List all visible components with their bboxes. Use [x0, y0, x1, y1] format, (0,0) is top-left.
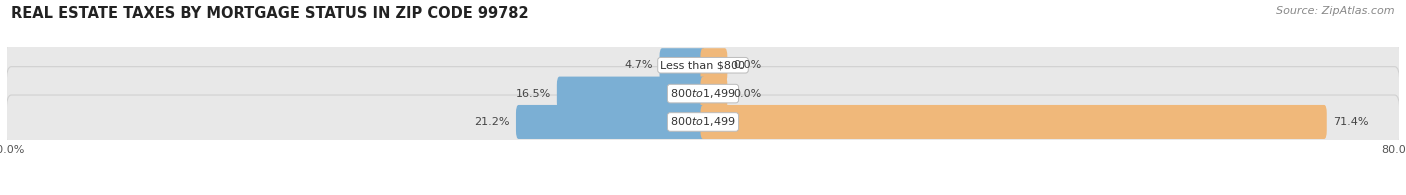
Text: 0.0%: 0.0% — [734, 89, 762, 99]
Text: 71.4%: 71.4% — [1333, 117, 1368, 127]
FancyBboxPatch shape — [6, 67, 1400, 121]
Text: 21.2%: 21.2% — [474, 117, 510, 127]
Text: Source: ZipAtlas.com: Source: ZipAtlas.com — [1277, 6, 1395, 16]
Text: 0.0%: 0.0% — [734, 60, 762, 70]
FancyBboxPatch shape — [6, 95, 1400, 149]
Text: REAL ESTATE TAXES BY MORTGAGE STATUS IN ZIP CODE 99782: REAL ESTATE TAXES BY MORTGAGE STATUS IN … — [11, 6, 529, 21]
FancyBboxPatch shape — [516, 105, 706, 139]
FancyBboxPatch shape — [700, 105, 1327, 139]
FancyBboxPatch shape — [6, 38, 1400, 92]
Text: 16.5%: 16.5% — [516, 89, 551, 99]
Text: 4.7%: 4.7% — [624, 60, 654, 70]
FancyBboxPatch shape — [557, 77, 706, 111]
FancyBboxPatch shape — [700, 48, 727, 82]
FancyBboxPatch shape — [659, 48, 706, 82]
Text: $800 to $1,499: $800 to $1,499 — [671, 115, 735, 129]
Text: Less than $800: Less than $800 — [661, 60, 745, 70]
FancyBboxPatch shape — [700, 77, 727, 111]
Text: $800 to $1,499: $800 to $1,499 — [671, 87, 735, 100]
